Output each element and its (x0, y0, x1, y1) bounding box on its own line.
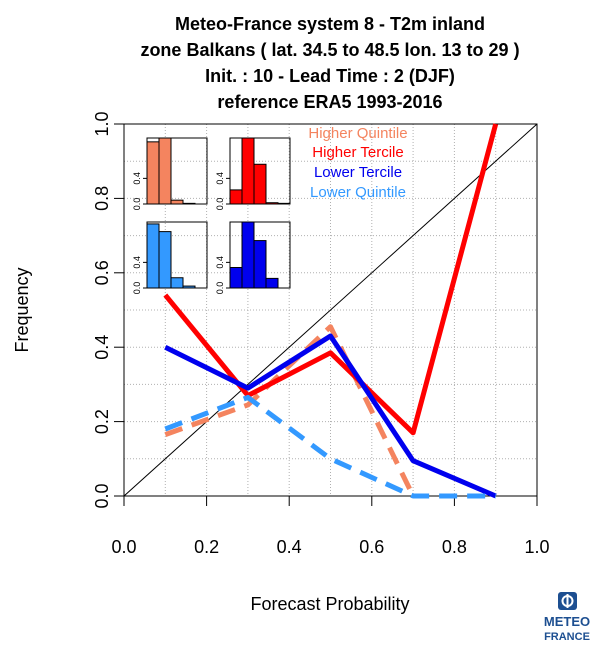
meteo-france-logo: METEO FRANCE (544, 592, 590, 643)
inset-frame (146, 221, 208, 289)
legend: Higher Quintile Higher Tercile Lower Terci… (308, 125, 407, 201)
legend-entry: Higher Quintile (308, 125, 407, 142)
inset-y-tick-label: 0.4 (215, 172, 225, 185)
inset-lower-quintile: 0.0 0.4 (132, 221, 208, 295)
logo-text-line2: FRANCE (544, 631, 590, 643)
inset-bar (170, 277, 184, 289)
inset-y-tick-label: 0.4 (132, 172, 142, 185)
inset-frame (146, 137, 208, 205)
inset-histograms: 0.0 0.4 0.0 0.4 0.0 0.4 0.0 0.4 (132, 137, 291, 295)
inset-bar (241, 221, 255, 289)
series-line-higher-quintile (164, 324, 416, 498)
y-axis-label: Frequency (12, 267, 32, 352)
inset-bar (146, 141, 160, 205)
legend-entry: Higher Tercile (312, 144, 403, 161)
inset-frame (229, 221, 291, 289)
x-tick-label: 0.8 (442, 537, 467, 557)
logo-icon-bar (566, 594, 569, 608)
inset-higher-tercile: 0.0 0.4 (215, 137, 291, 211)
inset-bar (146, 223, 160, 289)
legend-entry: Lower Tercile (314, 164, 402, 181)
plot-frame (123, 123, 538, 497)
series-line-lower-tercile (164, 333, 497, 499)
inset-y-tick-label: 0.0 (132, 198, 142, 211)
inset-y-tick-label: 0.0 (215, 198, 225, 211)
inset-bar (253, 240, 267, 289)
y-tick-label: 0.2 (92, 409, 112, 434)
inset-y-tick-label: 0.4 (132, 256, 142, 269)
series-line-lower-quintile (164, 394, 496, 499)
series-line-higher-tercile (163, 123, 499, 436)
inset-bar (158, 231, 172, 289)
chart-title: Meteo-France system 8 - T2m inland zone … (140, 14, 519, 112)
logo-text-line1: METEO (544, 614, 590, 629)
y-tick-label: 0.6 (92, 260, 112, 285)
perfect-reliability-diagonal (123, 123, 538, 497)
inset-frame (229, 137, 291, 205)
title-line: Init. : 10 - Lead Time : 2 (DJF) (205, 66, 455, 86)
y-tick-label: 1.0 (92, 111, 112, 136)
title-line: reference ERA5 1993-2016 (217, 92, 442, 112)
title-line: zone Balkans ( lat. 34.5 to 48.5 lon. 13… (140, 40, 519, 60)
inset-y-tick-label: 0.0 (132, 282, 142, 295)
inset-y-tick-label: 0.4 (215, 256, 225, 269)
inset-bar (253, 163, 267, 205)
y-tick-label: 0.4 (92, 335, 112, 360)
inset-lower-tercile: 0.0 0.4 (215, 221, 291, 295)
axes: 0.0 0.2 0.4 0.6 0.8 1.0 0.0 0.2 0.4 0.6 0.8 1.0 (92, 111, 550, 557)
legend-entry: Lower Quintile (310, 184, 406, 201)
x-tick-label: 0.4 (277, 537, 302, 557)
y-tick-label: 0.8 (92, 186, 112, 211)
inset-bar (229, 266, 243, 289)
series-lines (163, 123, 499, 499)
inset-higher-quintile: 0.0 0.4 (132, 137, 208, 211)
inset-bar (241, 137, 255, 205)
inset-bar (265, 277, 279, 289)
x-axis-label: Forecast Probability (250, 594, 409, 614)
title-line: Meteo-France system 8 - T2m inland (175, 14, 485, 34)
x-tick-label: 0.2 (194, 537, 219, 557)
x-tick-label: 0.0 (111, 537, 136, 557)
inset-y-tick-label: 0.0 (215, 282, 225, 295)
inset-bar (229, 189, 243, 205)
x-tick-label: 1.0 (524, 537, 549, 557)
inset-bar (158, 137, 172, 205)
y-tick-label: 0.0 (92, 483, 112, 508)
inset-bar (170, 199, 184, 205)
x-tick-label: 0.6 (359, 537, 384, 557)
